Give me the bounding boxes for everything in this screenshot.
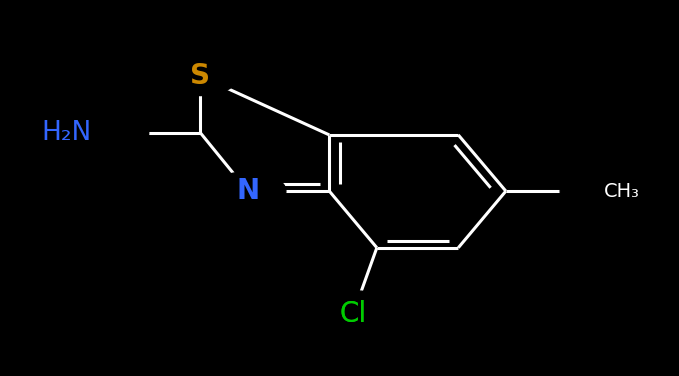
Text: Cl: Cl <box>340 300 367 328</box>
Ellipse shape <box>308 291 399 337</box>
Ellipse shape <box>35 103 149 162</box>
Text: Cl: Cl <box>340 300 367 328</box>
Text: N: N <box>236 177 259 205</box>
Ellipse shape <box>210 171 286 211</box>
Text: H₂N: H₂N <box>41 120 92 146</box>
Ellipse shape <box>162 57 238 96</box>
Text: CH₃: CH₃ <box>604 182 640 201</box>
Circle shape <box>560 167 635 215</box>
Text: S: S <box>190 62 210 90</box>
